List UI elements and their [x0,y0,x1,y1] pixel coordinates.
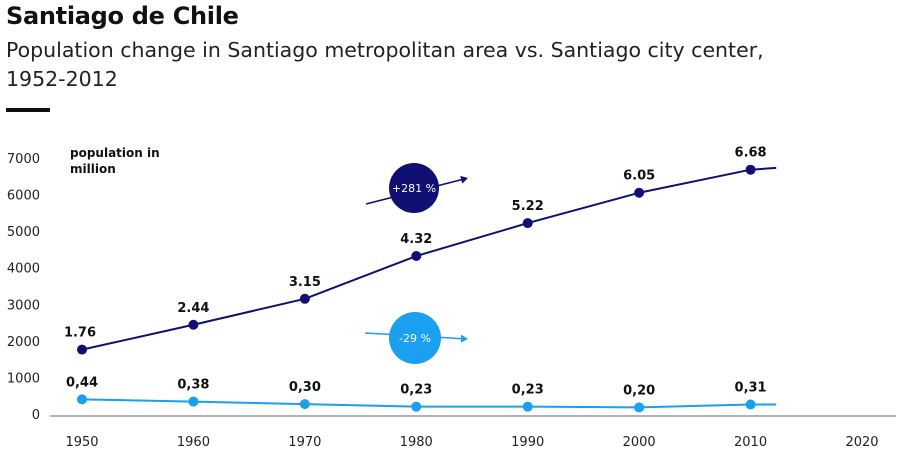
y-axis-unit-line-2: million [70,162,116,176]
y-tick-label: 0 [32,408,40,423]
data-label: 1.76 [64,326,96,341]
data-point [188,396,199,407]
badge-change-label: +281 % [392,182,436,195]
data-point [299,293,310,304]
data-point [745,399,756,410]
data-label: 2.44 [177,301,209,316]
x-tick-label: 1950 [65,435,98,450]
badge-city-center-change: -29 % [364,312,468,364]
x-tick-label: 1980 [400,435,433,450]
x-axis-ticks: 1950 1960 1970 1980 1990 2000 2010 2020 [65,435,878,450]
data-label: 3.15 [289,275,321,290]
badge-change-label: -29 % [399,332,431,345]
y-axis-ticks: 0 1000 2000 3000 4000 5000 6000 7000 [7,152,40,423]
data-point [634,187,645,198]
x-tick-label: 1960 [177,435,210,450]
series-group: 1.76 2.44 3.15 4.32 5.22 6.05 6.68 0,44 0,38 0,30… [64,146,777,413]
series-line [81,166,777,351]
badge-metropolitan-change: +281 % [365,163,468,213]
y-tick-label: 4000 [7,262,40,277]
data-point [77,344,87,355]
x-tick-label: 2000 [623,435,656,450]
data-label: 0,31 [735,380,767,395]
y-tick-label: 6000 [7,189,40,204]
chart-title: Santiago de Chile [6,2,239,30]
data-point [522,401,533,412]
data-label: 0,20 [623,383,655,398]
data-point [634,402,645,413]
subtitle-line-1: Population change in Santiago metropolit… [6,38,764,62]
x-tick-label: 1970 [288,435,321,450]
y-tick-label: 2000 [7,335,40,350]
data-point [188,319,199,330]
data-label: 5.22 [512,199,544,214]
data-label: 0,38 [177,378,209,393]
data-label: 0,30 [289,380,321,395]
data-point [522,218,533,229]
data-label: 6.05 [623,169,655,184]
y-tick-label: 3000 [7,298,40,313]
y-tick-label: 7000 [7,152,40,167]
data-point [411,251,422,262]
x-tick-label: 2020 [845,435,878,450]
data-point [411,401,422,412]
subtitle-line-2: 1952-2012 [6,67,118,91]
change-badges: +281 % -29 % [364,163,468,364]
data-label: 4.32 [400,232,432,247]
data-label: 0,23 [400,383,432,398]
title-underline [6,108,50,112]
badge-circle [389,312,441,364]
badge-circle [389,163,439,213]
data-point [299,399,310,410]
y-tick-label: 5000 [7,225,40,240]
x-tick-label: 2010 [734,435,767,450]
trend-arrowhead-icon [460,334,468,343]
chart-subtitle: Population change in Santiago metropolit… [6,36,886,94]
series-city-center: 0,44 0,38 0,30 0,23 0,23 0,20 0,31 [66,375,777,413]
y-tick-label: 1000 [7,371,40,386]
data-point [745,164,756,175]
data-label: 6.68 [735,146,767,161]
trend-arrowhead-icon [460,175,468,184]
y-axis-unit-line-1: population in [70,146,160,160]
series-line [81,398,777,409]
x-tick-label: 1990 [511,435,544,450]
data-label: 0,44 [66,375,98,390]
data-point [77,394,87,405]
data-label: 0,23 [512,383,544,398]
series-metropolitan-area: 1.76 2.44 3.15 4.32 5.22 6.05 6.68 [64,146,777,355]
